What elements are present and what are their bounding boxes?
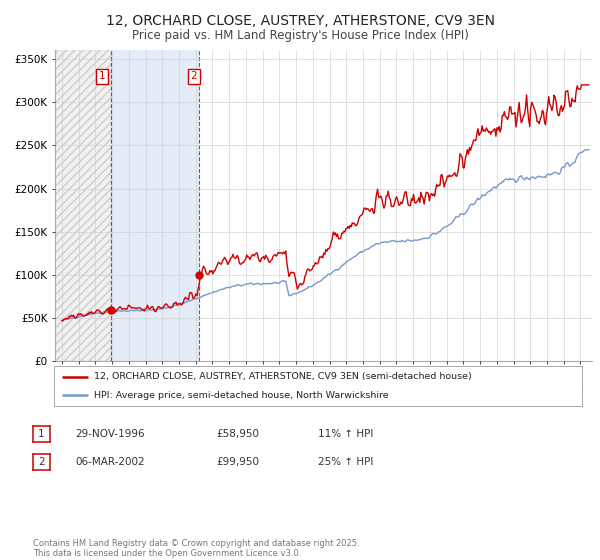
Text: 12, ORCHARD CLOSE, AUSTREY, ATHERSTONE, CV9 3EN: 12, ORCHARD CLOSE, AUSTREY, ATHERSTONE, … xyxy=(106,14,494,28)
Text: £99,950: £99,950 xyxy=(216,457,259,467)
Text: 2: 2 xyxy=(190,71,197,81)
Bar xyxy=(55,50,111,361)
Text: £58,950: £58,950 xyxy=(216,429,259,439)
Text: HPI: Average price, semi-detached house, North Warwickshire: HPI: Average price, semi-detached house,… xyxy=(94,391,388,400)
Text: 06-MAR-2002: 06-MAR-2002 xyxy=(75,457,145,467)
Text: 1: 1 xyxy=(38,429,45,439)
Text: Contains HM Land Registry data © Crown copyright and database right 2025.
This d: Contains HM Land Registry data © Crown c… xyxy=(33,539,359,558)
Bar xyxy=(55,50,111,361)
Text: 2: 2 xyxy=(38,457,45,467)
Text: 11% ↑ HPI: 11% ↑ HPI xyxy=(318,429,373,439)
Text: 12, ORCHARD CLOSE, AUSTREY, ATHERSTONE, CV9 3EN (semi-detached house): 12, ORCHARD CLOSE, AUSTREY, ATHERSTONE, … xyxy=(94,372,472,381)
Text: 25% ↑ HPI: 25% ↑ HPI xyxy=(318,457,373,467)
Bar xyxy=(111,50,199,361)
Text: Price paid vs. HM Land Registry's House Price Index (HPI): Price paid vs. HM Land Registry's House … xyxy=(131,29,469,42)
Text: 29-NOV-1996: 29-NOV-1996 xyxy=(75,429,145,439)
Text: 1: 1 xyxy=(99,71,106,81)
